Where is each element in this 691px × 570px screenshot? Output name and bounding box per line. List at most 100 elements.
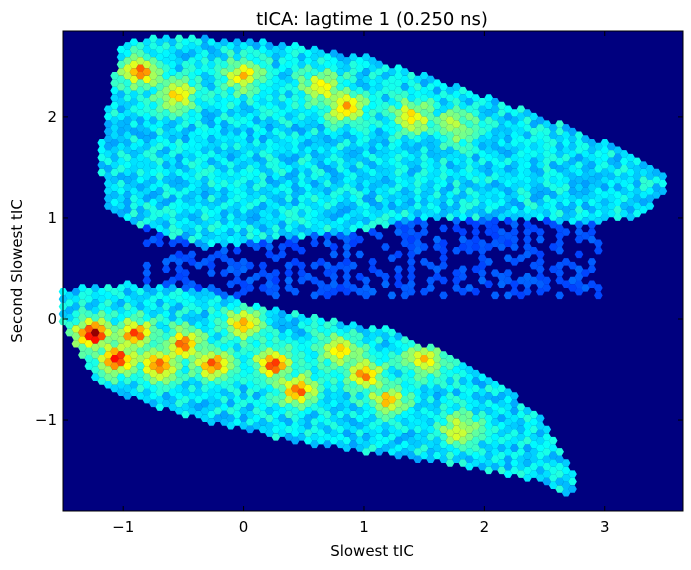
hexbin-cell — [523, 422, 532, 430]
hexbin-cell — [361, 179, 371, 188]
hexbin-cell — [374, 269, 384, 277]
hexbin-cell — [90, 284, 100, 292]
hexbin-cell — [226, 332, 235, 341]
hexbin-cell — [400, 395, 410, 404]
hexbin-cell — [400, 358, 410, 367]
hexbin-cell — [394, 206, 403, 214]
hexbin-cell — [626, 206, 635, 214]
hexbin-cell — [239, 220, 248, 229]
hexbin-cell — [529, 224, 539, 233]
hexbin-cell — [174, 392, 184, 400]
hexbin-cell — [174, 310, 184, 318]
hexbin-cell — [219, 381, 229, 389]
hexbin-cell — [458, 407, 468, 415]
hexbin-cell — [316, 94, 326, 102]
hexbin-cell — [458, 131, 468, 139]
hexbin-cell — [477, 150, 487, 158]
hexbin-cell — [516, 165, 526, 173]
hexbin-cell — [226, 325, 235, 333]
hexbin-cell — [400, 217, 410, 225]
hexbin-cell — [374, 179, 384, 188]
hexbin-cell — [542, 470, 552, 478]
hexbin-cell — [232, 172, 242, 180]
hexbin-cell — [568, 284, 577, 292]
hexbin-cell — [361, 187, 371, 195]
hexbin-cell — [278, 206, 287, 214]
hexbin-cell — [187, 384, 197, 393]
hexbin-cell — [503, 425, 513, 434]
hexbin-cell — [149, 347, 158, 355]
hexbin-cell — [232, 239, 242, 247]
hexbin-cell — [348, 75, 358, 84]
hexbin-cell — [323, 142, 332, 151]
hexbin-cell — [387, 135, 397, 143]
hexbin-cell — [400, 112, 410, 121]
hexbin-cell — [394, 280, 403, 288]
hexbin-cell — [465, 448, 474, 456]
hexbin-cell — [303, 325, 313, 333]
hexbin-cell — [510, 206, 519, 214]
hexbin-cell — [381, 384, 390, 393]
hexbin-cell — [226, 377, 235, 385]
hexbin-cell — [90, 351, 100, 359]
hexbin-cell — [284, 53, 294, 61]
hexbin-cell — [497, 459, 506, 467]
hexbin-cell — [329, 71, 339, 80]
hexbin-cell — [297, 433, 306, 441]
hexbin-cell — [323, 60, 332, 69]
hexbin-cell — [168, 75, 177, 84]
hexbin-cell — [278, 139, 287, 147]
hexbin-cell — [84, 354, 94, 363]
hexbin-cell — [310, 366, 319, 374]
hexbin-cell — [413, 112, 423, 121]
hexbin-cell — [129, 105, 139, 113]
hexbin-cell — [536, 258, 545, 266]
hexbin-cell — [155, 202, 165, 210]
hexbin-cell — [116, 45, 126, 54]
hexbin-cell — [142, 83, 152, 91]
hexbin-cell — [606, 202, 616, 210]
hexbin-cell — [213, 176, 223, 184]
hexbin-cell — [149, 369, 158, 378]
hexbin-cell — [348, 395, 358, 404]
hexbin-cell — [252, 86, 261, 95]
hexbin-cell — [568, 157, 577, 166]
hexbin-cell — [439, 224, 448, 233]
hexbin-cell — [490, 395, 500, 404]
hexbin-cell — [432, 198, 442, 207]
hexbin-cell — [329, 422, 339, 430]
hexbin-cell — [342, 79, 352, 87]
hexbin-cell — [174, 161, 184, 169]
hexbin-cell — [161, 124, 171, 132]
hexbin-cell — [207, 410, 216, 419]
hexbin-cell — [323, 187, 332, 195]
hexbin-cell — [258, 98, 268, 106]
hexbin-cell — [207, 165, 216, 173]
hexbin-cell — [123, 310, 132, 318]
hexbin-cell — [194, 75, 203, 84]
hexbin-cell — [297, 90, 306, 99]
hexbin-cell — [129, 202, 139, 210]
hexbin-cell — [245, 403, 255, 411]
hexbin-cell — [219, 343, 229, 352]
hexbin-cell — [355, 86, 364, 95]
hexbin-cell — [187, 49, 197, 58]
hexbin-cell — [219, 209, 229, 218]
hexbin-cell — [323, 381, 332, 389]
hexbin-cell — [355, 354, 364, 363]
hexbin-cell — [207, 172, 216, 180]
hexbin-cell — [407, 451, 416, 460]
hexbin-cell — [342, 250, 352, 259]
hexbin-cell — [187, 79, 197, 87]
hexbin-cell — [207, 232, 216, 240]
hexbin-cell — [407, 139, 416, 147]
hexbin-cell — [387, 351, 397, 359]
hexbin-cell — [129, 135, 139, 143]
hexbin-cell — [407, 273, 416, 281]
hexbin-cell — [445, 101, 455, 110]
hexbin-cell — [290, 101, 300, 110]
hexbin-cell — [123, 168, 132, 177]
hexbin-cell — [142, 321, 152, 329]
hexbin-cell — [207, 291, 216, 300]
hexbin-cell — [387, 217, 397, 225]
